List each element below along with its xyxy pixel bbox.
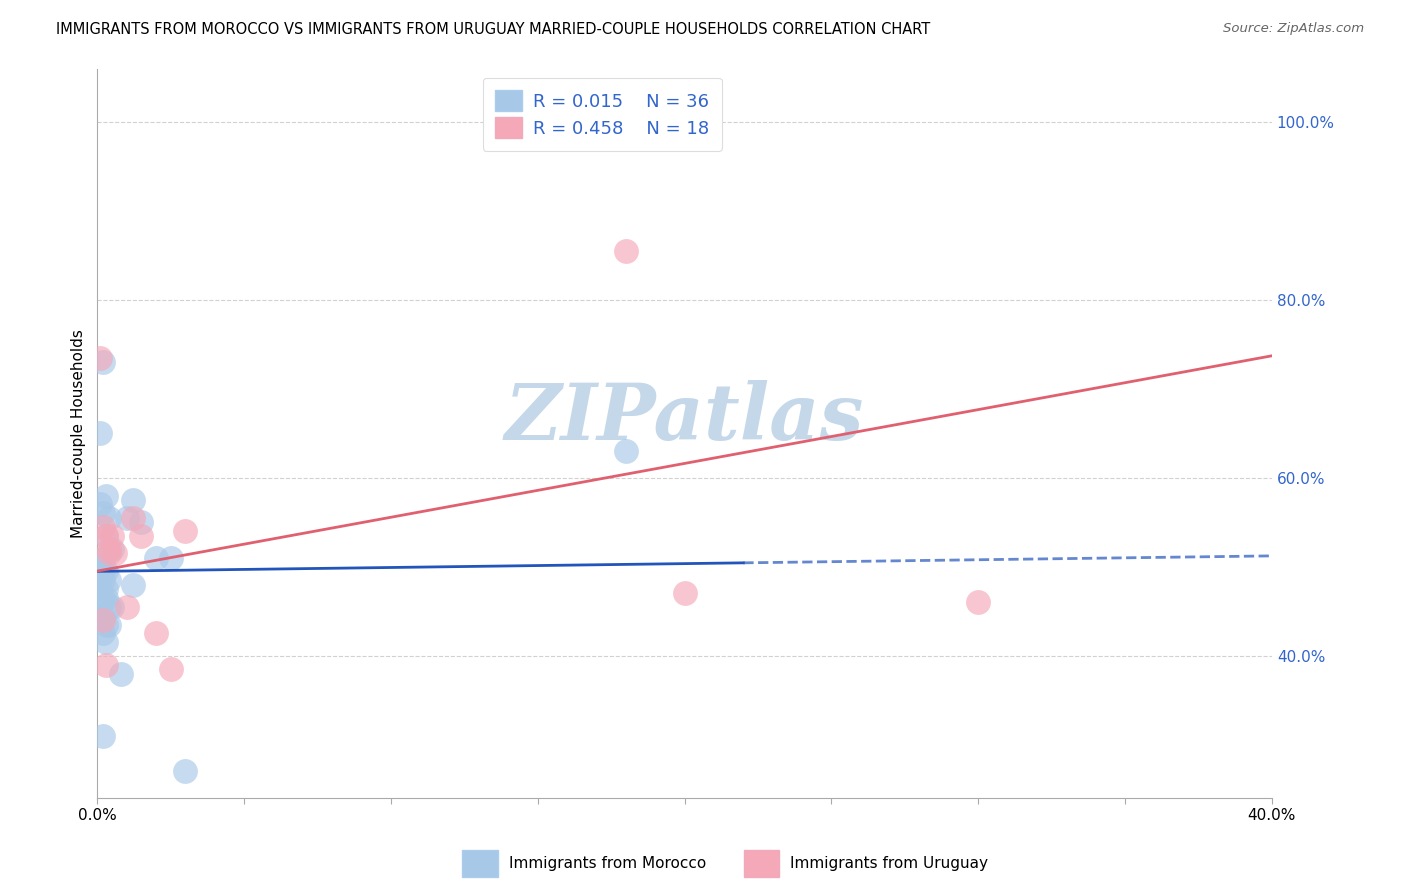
Point	[91, 573, 114, 587]
Point	[121, 493, 143, 508]
Point	[98, 599, 121, 614]
Point	[91, 550, 114, 565]
Point	[98, 573, 121, 587]
Point	[98, 546, 121, 560]
Text: Immigrants from Uruguay: Immigrants from Uruguay	[790, 856, 988, 871]
Point	[145, 626, 167, 640]
Point	[121, 577, 143, 591]
Point	[96, 591, 118, 605]
Point	[131, 515, 153, 529]
Point	[110, 666, 132, 681]
Point	[89, 582, 111, 596]
Point	[115, 511, 138, 525]
Point	[96, 528, 118, 542]
Point	[89, 498, 111, 512]
Point	[101, 541, 124, 556]
Point	[96, 582, 118, 596]
Point	[159, 550, 181, 565]
Point	[91, 608, 114, 623]
Point	[115, 599, 138, 614]
Point	[98, 541, 121, 556]
Point	[131, 528, 153, 542]
Point	[89, 559, 111, 574]
Point	[614, 444, 637, 458]
Point	[91, 626, 114, 640]
Point	[98, 511, 121, 525]
Point	[96, 617, 118, 632]
Point	[91, 519, 114, 533]
Point	[91, 355, 114, 369]
Point	[91, 507, 114, 521]
Point	[89, 426, 111, 441]
Point	[96, 528, 118, 542]
Text: Immigrants from Morocco: Immigrants from Morocco	[509, 856, 706, 871]
Point	[98, 617, 121, 632]
Point	[91, 564, 114, 578]
Point	[89, 351, 111, 365]
Point	[121, 511, 143, 525]
Point	[104, 546, 127, 560]
Point	[89, 608, 111, 623]
Point	[91, 591, 114, 605]
Text: ZIPatlas: ZIPatlas	[505, 381, 865, 457]
Point	[967, 595, 990, 609]
Point	[96, 657, 118, 672]
Point	[96, 635, 118, 649]
Point	[96, 564, 118, 578]
Y-axis label: Married-couple Households: Married-couple Households	[72, 329, 86, 538]
Point	[96, 489, 118, 503]
Text: Source: ZipAtlas.com: Source: ZipAtlas.com	[1223, 22, 1364, 36]
Point	[174, 764, 197, 779]
Point	[145, 550, 167, 565]
Point	[91, 729, 114, 743]
Point	[91, 613, 114, 627]
Text: IMMIGRANTS FROM MOROCCO VS IMMIGRANTS FROM URUGUAY MARRIED-COUPLE HOUSEHOLDS COR: IMMIGRANTS FROM MOROCCO VS IMMIGRANTS FR…	[56, 22, 931, 37]
Point	[673, 586, 696, 600]
Point	[101, 528, 124, 542]
Point	[101, 599, 124, 614]
Point	[174, 524, 197, 538]
Point	[614, 244, 637, 258]
Legend: R = 0.015    N = 36, R = 0.458    N = 18: R = 0.015 N = 36, R = 0.458 N = 18	[482, 78, 723, 151]
Point	[159, 662, 181, 676]
